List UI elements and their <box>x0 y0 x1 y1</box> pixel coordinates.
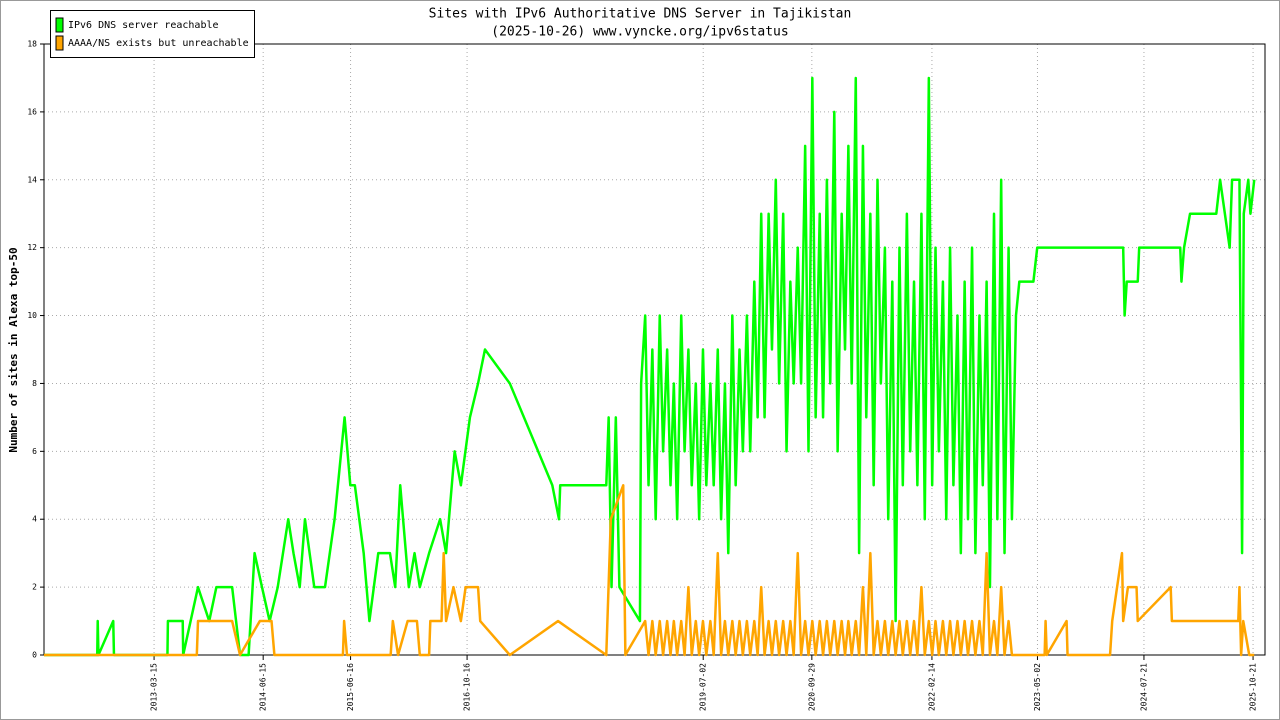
legend-box <box>50 10 255 58</box>
x-tick-label: 2019-07-02 <box>699 663 708 711</box>
x-tick-label: 2025-10-21 <box>1249 663 1258 711</box>
y-tick-label: 4 <box>32 515 37 524</box>
y-tick-label: 16 <box>27 107 37 116</box>
y-tick-label: 14 <box>27 175 37 184</box>
x-tick-label: 2022-02-14 <box>927 663 936 711</box>
series-line <box>44 484 1255 657</box>
y-tick-label: 8 <box>32 379 37 388</box>
chart-subtitle: (2025-10-26) www.vyncke.org/ipv6status <box>491 25 788 40</box>
x-tick-label: 2013-03-15 <box>150 663 159 711</box>
x-tick-label: 2020-09-29 <box>807 663 816 711</box>
y-tick-label: 18 <box>27 40 37 49</box>
x-tick-label: 2016-10-16 <box>463 663 472 711</box>
x-tick-label: 2024-07-21 <box>1139 663 1148 711</box>
y-axis-label: Number of sites in Alexa top-50 <box>7 247 20 452</box>
y-tick-label: 2 <box>32 583 37 592</box>
x-tick-label: 2014-06-15 <box>259 663 268 711</box>
y-tick-label: 10 <box>27 311 37 320</box>
x-tick-label: 2015-06-16 <box>346 663 355 711</box>
legend-swatch <box>55 35 64 51</box>
legend-label: IPv6 DNS server reachable <box>68 20 219 31</box>
y-tick-label: 12 <box>27 243 37 252</box>
x-tick-label: 2023-05-02 <box>1033 663 1042 711</box>
series-line <box>44 76 1256 657</box>
legend-swatch <box>55 17 64 33</box>
legend-label: AAAA/NS exists but unreachable <box>68 38 249 49</box>
chart-title: Sites with IPv6 Authoritative DNS Server… <box>429 7 852 22</box>
y-tick-label: 0 <box>32 651 37 660</box>
y-tick-label: 6 <box>32 447 37 456</box>
